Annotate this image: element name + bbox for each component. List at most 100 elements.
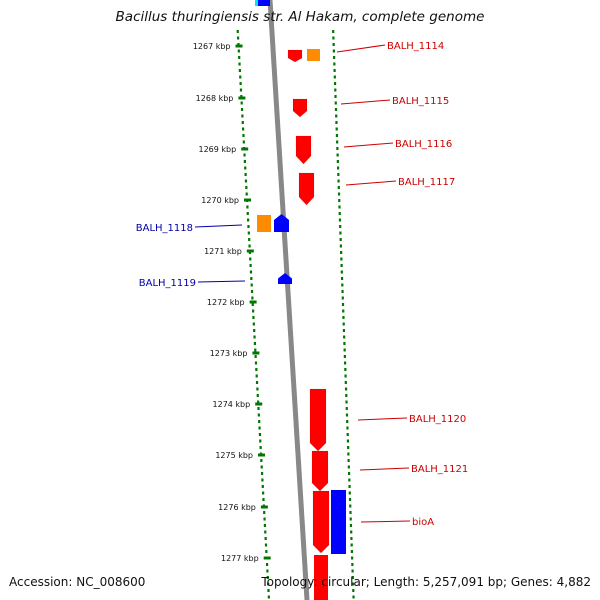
ring-dot — [345, 407, 348, 410]
ring-dot — [243, 160, 246, 163]
ring-dot — [341, 290, 344, 293]
ring-dot — [254, 355, 257, 358]
leader-line — [336, 44, 386, 53]
ring-dot — [254, 348, 257, 352]
ring-dot — [257, 407, 260, 410]
ring-dot — [256, 387, 259, 391]
tick-mark — [255, 402, 263, 406]
ring-dot — [336, 166, 340, 170]
ring-dot — [349, 524, 353, 527]
ring-dot — [350, 550, 353, 553]
ring-dot — [262, 498, 265, 501]
leader-line — [360, 520, 411, 523]
ring-dot — [342, 322, 345, 326]
ring-dot — [244, 173, 247, 176]
ring-dot — [247, 225, 250, 228]
ring-dot — [332, 49, 335, 53]
ring-dot — [263, 524, 267, 527]
ring-dot — [267, 595, 270, 599]
ring-dot — [242, 127, 245, 131]
ring-dot — [349, 517, 352, 521]
ring-dot — [352, 595, 355, 599]
ring-dot — [254, 361, 258, 365]
ring-dot — [261, 485, 264, 488]
ring-dot — [261, 478, 264, 482]
gene-label: BALH_1117 — [398, 177, 455, 188]
ring-dot — [351, 556, 354, 560]
tick-label: 1271 kbp — [204, 247, 242, 256]
ring-dot — [253, 335, 256, 339]
leader-line — [345, 180, 397, 186]
ring-dot — [260, 465, 263, 469]
tick-label: 1273 kbp — [210, 349, 248, 358]
ring-dot — [344, 374, 347, 378]
ring-dot — [250, 277, 253, 280]
ring-dot — [251, 303, 254, 306]
tick-label: 1272 kbp — [207, 298, 245, 307]
ring-dot — [334, 101, 337, 105]
ring-dot — [343, 355, 346, 358]
gene-label: BALH_1118 — [136, 223, 193, 234]
ring-dot — [351, 569, 354, 573]
tick-mark — [246, 249, 254, 253]
ring-dot — [264, 543, 268, 547]
ring-dot — [238, 56, 241, 59]
ring-dot — [349, 511, 352, 514]
gene-arrow — [331, 490, 346, 554]
leader-line — [359, 467, 410, 471]
ring-dot — [343, 335, 346, 339]
ring-dot — [333, 82, 337, 85]
leader-line — [340, 99, 391, 105]
ring-dot — [338, 205, 341, 209]
ring-dot — [245, 186, 248, 189]
ring-dot — [333, 69, 336, 72]
ring-dot — [236, 30, 239, 33]
ring-dot — [259, 439, 262, 443]
ring-dot — [346, 439, 350, 443]
accession-text: Accession: NC_008600 — [9, 575, 146, 589]
ring-dot — [333, 75, 336, 79]
ring-dot — [266, 576, 269, 579]
tick-label: 1270 kbp — [201, 196, 239, 205]
ring-dot — [347, 472, 351, 475]
ring-dot — [335, 134, 339, 137]
gene-features — [255, 0, 346, 600]
ring-dot — [332, 36, 335, 40]
tick-label: 1274 kbp — [213, 400, 251, 409]
ring-dot — [349, 504, 352, 508]
ring-dot — [348, 491, 351, 495]
ring-dot — [240, 108, 244, 111]
ring-dot — [255, 381, 259, 384]
ring-dot — [244, 179, 248, 183]
ring-dot — [237, 49, 240, 53]
ring-dot — [247, 218, 250, 222]
ring-dot — [249, 270, 253, 274]
ring-dot — [256, 394, 259, 397]
ring-dot — [250, 283, 253, 287]
ring-dot — [336, 147, 339, 150]
ring-dot — [335, 127, 338, 131]
leader-line — [194, 224, 243, 228]
ring-dot — [340, 277, 344, 280]
ring-dot — [246, 212, 249, 215]
ring-dot — [341, 283, 344, 287]
ring-dot — [337, 179, 340, 183]
ring-dot — [341, 296, 344, 300]
ring-dot — [346, 433, 349, 436]
ring-dot — [351, 576, 354, 579]
ring-dot — [344, 381, 347, 384]
ring-dot — [258, 420, 261, 423]
ring-dot — [239, 75, 242, 79]
gene-label: BALH_1119 — [139, 278, 196, 289]
ring-dot — [339, 225, 342, 228]
ring-dot — [251, 296, 254, 300]
ring-dot — [344, 368, 347, 371]
ring-dot — [336, 160, 339, 163]
gene-arrow — [274, 214, 289, 232]
ring-dot — [342, 309, 345, 313]
gene-arrow — [292, 98, 308, 118]
ring-dot — [341, 303, 345, 306]
genome-summary-text: Topology: circular; Length: 5,257,091 bp… — [261, 575, 591, 589]
ring-dot — [342, 316, 345, 319]
ring-dot — [338, 212, 341, 215]
